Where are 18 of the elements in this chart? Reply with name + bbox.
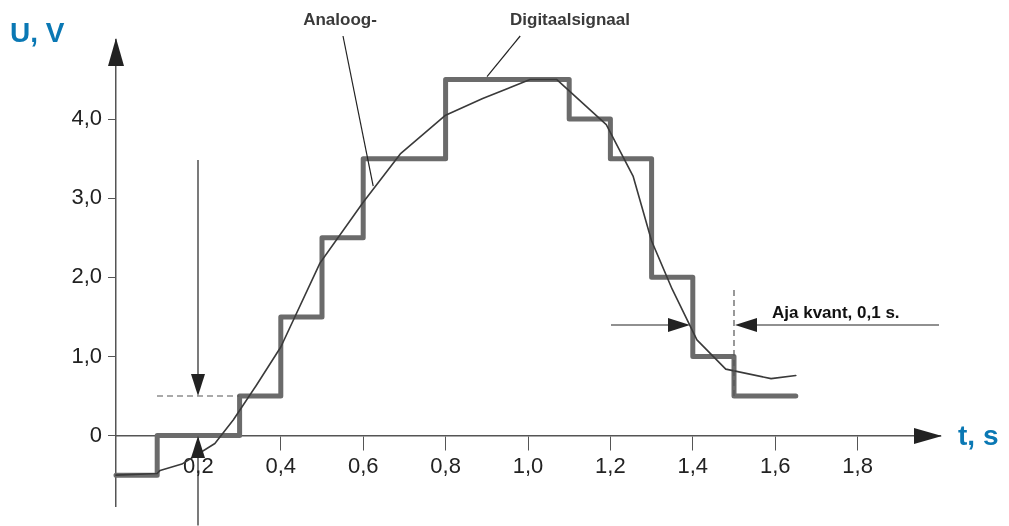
x-tick-label: 1,6 [759,452,791,478]
annotation: Aja kvant, 0,1 s. [772,303,900,323]
x-tick-label: 1,8 [842,452,873,478]
x-tick-label: 1,4 [677,452,709,478]
x-tick-label: 1,2 [595,452,626,478]
x-tick-label: 1,0 [512,452,544,478]
y-tick-label: 1,0 [71,342,102,368]
x-tick-label: 0,8 [430,452,461,478]
text: Digitaalsignaal [510,9,630,29]
x-tick-label: 0,6 [347,452,379,478]
text: Analoog- [303,9,377,29]
y-tick-label: 4,0 [71,105,102,131]
y-tick-label: 3,0 [71,184,102,210]
x-axis-title: t, s [958,420,999,452]
y-tick-label: 2,0 [71,263,102,289]
y-axis-title: U, V [10,16,65,48]
y-tick-label: 0 [89,421,102,447]
x-tick-label: 0,4 [265,452,297,478]
